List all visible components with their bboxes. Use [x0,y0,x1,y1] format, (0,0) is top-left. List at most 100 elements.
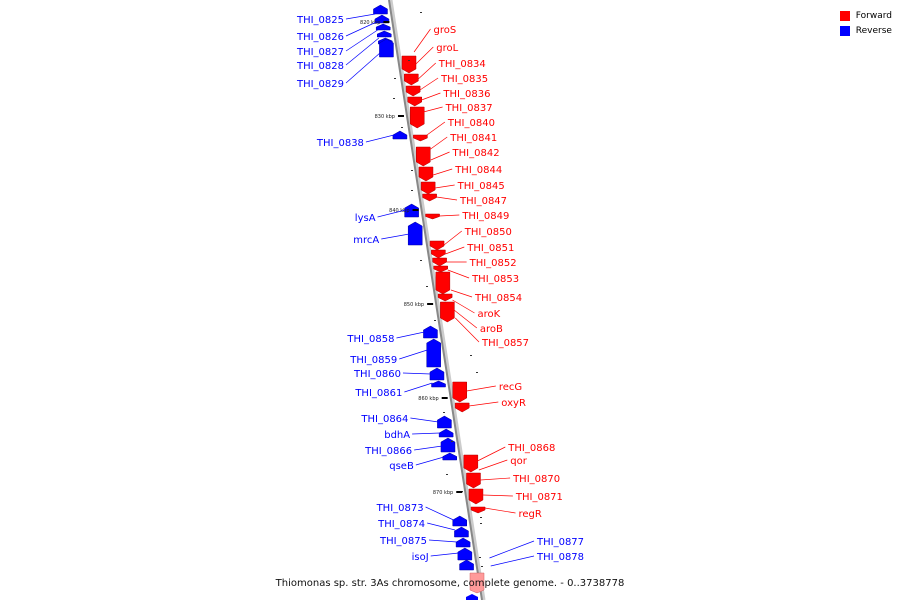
gene-label-reverse[interactable]: THI_0861 [354,388,402,399]
forward-gene[interactable] [413,134,428,142]
gene-label-reverse[interactable]: THI_0875 [379,536,427,547]
reverse-gene[interactable] [373,4,388,15]
forward-gene[interactable] [454,402,470,413]
gene-label-forward[interactable]: regR [519,509,542,520]
gene-label-forward[interactable]: THI_0847 [459,196,507,207]
reverse-gene[interactable] [459,559,474,571]
forward-gene[interactable] [409,106,425,129]
forward-gene[interactable] [418,166,434,182]
forward-gene[interactable] [437,293,453,302]
forward-gene[interactable] [431,249,446,259]
gene-label-reverse[interactable]: THI_0826 [296,32,344,43]
forward-gene[interactable] [420,181,436,195]
reverse-gene[interactable] [375,23,391,31]
leader-line [412,432,441,435]
reverse-gene[interactable] [404,203,419,218]
forward-gene[interactable] [405,85,421,97]
gene-label-forward[interactable]: qor [510,456,527,467]
gene-label-forward[interactable]: THI_0837 [445,103,493,114]
gene-label-reverse[interactable]: qseB [389,461,414,472]
gene-label-forward[interactable]: THI_0851 [466,243,514,254]
reverse-gene-partial[interactable] [466,594,478,600]
gene-label-forward[interactable]: THI_0854 [474,293,522,304]
forward-gene[interactable] [468,488,484,505]
reverse-gene[interactable] [440,437,456,453]
gene-label-forward[interactable]: oxyR [501,398,526,409]
gene-label-forward[interactable]: THI_0852 [469,258,517,269]
reverse-gene[interactable] [426,338,441,368]
gene-label-forward[interactable]: THI_0857 [481,338,529,349]
gene-label-forward[interactable]: aroB [480,324,503,335]
gene-label-reverse[interactable]: THI_0878 [536,552,584,563]
reverse-gene[interactable] [392,130,408,140]
forward-gene[interactable] [470,506,486,514]
gene-label-forward[interactable]: THI_0850 [464,227,512,238]
gene-label-forward[interactable]: groS [433,25,456,36]
forward-gene[interactable] [422,193,437,202]
forward-gene[interactable] [401,55,417,74]
gene-label-reverse[interactable]: THI_0864 [360,414,408,425]
reverse-gene[interactable] [407,221,423,246]
forward-gene[interactable] [433,265,448,273]
gene-label-reverse[interactable]: mrcA [353,235,379,246]
forward-gene[interactable] [404,73,419,86]
leader-line [435,184,455,189]
forward-gene[interactable] [452,381,468,403]
gene-label-forward[interactable]: THI_0841 [449,133,497,144]
gene-label-forward[interactable]: THI_0842 [452,148,500,159]
gene-label-reverse[interactable]: THI_0829 [296,79,344,90]
gene-label-forward[interactable]: THI_0844 [454,165,502,176]
feature-tick [480,523,482,524]
reverse-gene[interactable] [431,380,446,388]
reverse-gene[interactable] [437,415,452,429]
forward-gene[interactable] [416,146,431,167]
reverse-gene[interactable] [379,38,394,58]
gene-label-reverse[interactable]: THI_0827 [296,47,344,58]
gene-label-reverse[interactable]: THI_0858 [346,334,394,345]
reverse-gene[interactable] [454,526,469,538]
gene-label-forward[interactable]: groL [436,43,458,54]
reverse-gene[interactable] [423,325,438,339]
reverse-gene[interactable] [429,367,445,381]
forward-gene[interactable] [440,301,455,323]
gene-label-reverse[interactable]: bdhA [384,430,410,441]
gene-label-reverse[interactable]: THI_0873 [376,503,424,514]
gene-label-forward[interactable]: THI_0853 [471,274,519,285]
gene-label-forward[interactable]: aroK [478,309,501,320]
gene-label-reverse[interactable]: THI_0874 [377,519,425,530]
forward-gene[interactable] [407,96,422,107]
forward-gene-partial[interactable] [469,572,485,594]
gene-label-forward[interactable]: THI_0868 [507,443,555,454]
gene-label-forward[interactable]: THI_0871 [515,492,563,503]
gene-label-forward[interactable]: THI_0845 [457,181,505,192]
gene-label-reverse[interactable]: THI_0828 [296,61,344,72]
gene-label-forward[interactable]: THI_0849 [461,211,509,222]
gene-label-reverse[interactable]: THI_0866 [364,446,412,457]
forward-gene[interactable] [463,454,479,473]
reverse-gene[interactable] [452,515,468,527]
gene-label-forward[interactable]: recG [499,382,522,393]
gene-label-reverse[interactable]: THI_0838 [316,138,364,149]
forward-gene[interactable] [432,257,447,267]
gene-label-reverse[interactable]: THI_0877 [536,537,584,548]
forward-gene[interactable] [435,271,451,295]
gene-label-reverse[interactable]: THI_0859 [349,355,397,366]
gene-label-forward[interactable]: THI_0870 [512,474,560,485]
reverse-gene[interactable] [438,428,454,438]
gene-label-reverse[interactable]: THI_0825 [296,15,344,26]
gene-label-forward[interactable]: THI_0835 [440,74,488,85]
gene-label-forward[interactable]: THI_0834 [438,59,486,70]
gene-label-reverse[interactable]: THI_0860 [353,369,401,380]
gene-label-forward[interactable]: THI_0836 [442,89,490,100]
reverse-gene[interactable] [442,452,458,461]
forward-gene[interactable] [429,240,445,251]
reverse-gene[interactable] [377,30,392,38]
gene-label-forward[interactable]: THI_0840 [447,118,495,129]
reverse-gene[interactable] [457,547,473,561]
feature-tick [426,286,428,287]
gene-label-reverse[interactable]: lysA [355,213,376,224]
reverse-gene[interactable] [455,537,471,548]
forward-gene[interactable] [466,472,481,489]
forward-gene[interactable] [425,213,440,220]
gene-label-reverse[interactable]: isoJ [412,552,429,563]
